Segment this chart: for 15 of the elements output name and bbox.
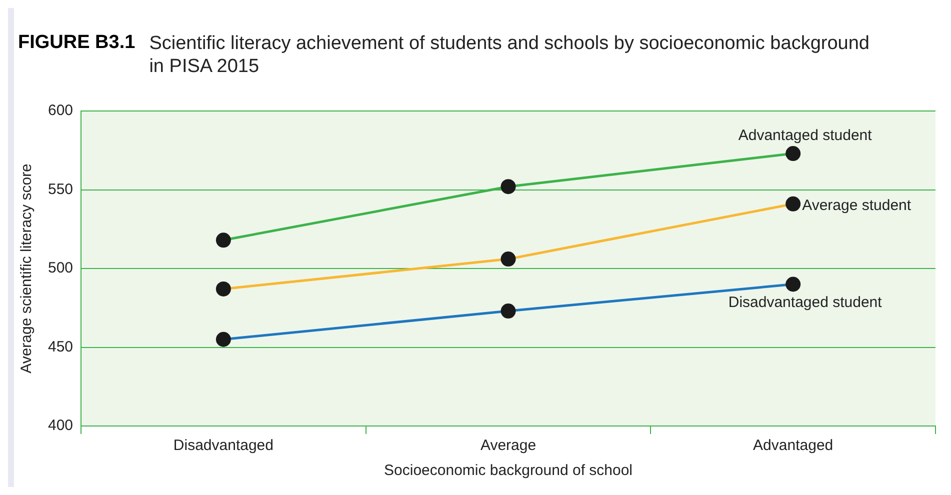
chart-title: Scientific literacy achievement of students and schools by socioeconomic background in PISA 2015 bbox=[149, 32, 870, 78]
x-tick-label: Average bbox=[480, 437, 536, 454]
series-label: Average student bbox=[802, 197, 912, 214]
y-tick-label: 550 bbox=[48, 180, 74, 198]
x-tick-label: Disadvantaged bbox=[173, 437, 274, 454]
series-label: Disadvantaged student bbox=[728, 294, 883, 311]
y-tick-label: 500 bbox=[48, 260, 74, 277]
series-label: Advantaged student bbox=[738, 127, 873, 144]
y-axis-title: Average scientific literacy score bbox=[18, 164, 36, 374]
x-tick-label: Advantaged bbox=[753, 437, 834, 454]
caption: FIGURE B3.1 bbox=[18, 32, 136, 55]
x-axis-title: Socioeconomic background of school bbox=[384, 462, 633, 480]
y-tick-label: 450 bbox=[48, 338, 74, 356]
y-tick-label: 400 bbox=[48, 417, 74, 434]
y-tick-label: 600 bbox=[48, 102, 74, 120]
